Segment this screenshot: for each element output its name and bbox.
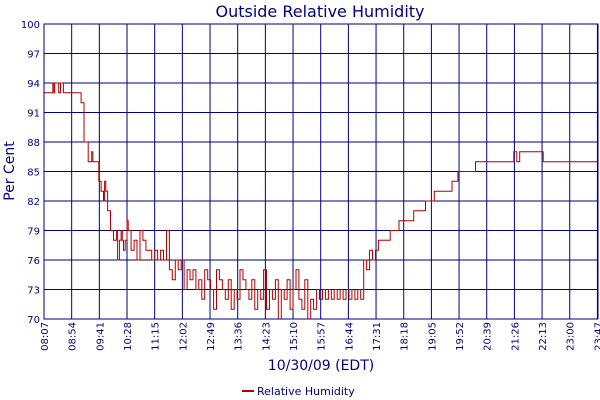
x-tick-label: 23:47 (593, 322, 600, 351)
x-tick-label: 17:31 (372, 322, 383, 351)
series-line-relative-humidity (44, 82, 598, 320)
x-tick-label: 14:23 (261, 322, 272, 351)
y-tick-label: 73 (27, 286, 40, 297)
x-axis-title: 10/30/09 (EDT) (268, 358, 374, 374)
x-tick-labels: 08:07 08:54 09:41 10:28 11:15 12:02 12:49 13:36… (40, 322, 600, 351)
legend: Relative Humidity (242, 385, 355, 398)
y-tick-label: 91 (27, 109, 40, 120)
y-axis-title: Per Cent (2, 141, 18, 201)
x-tick-label: 18:18 (400, 322, 411, 351)
x-tick-label: 19:52 (455, 322, 466, 351)
x-tick-label: 15:57 (317, 322, 328, 351)
legend-label: Relative Humidity (257, 385, 355, 398)
y-tick-label: 82 (27, 197, 40, 208)
series-layer (44, 82, 598, 320)
y-tick-label: 85 (27, 168, 40, 179)
x-tick-label: 11:15 (151, 322, 162, 351)
x-tick-label: 12:02 (178, 322, 189, 351)
x-tick-label: 19:05 (427, 322, 438, 351)
chart-title: Outside Relative Humidity (215, 2, 424, 21)
x-tick-label: 08:07 (40, 322, 51, 351)
plot-frame (43, 23, 599, 320)
y-tick-label: 79 (27, 227, 40, 238)
x-tick-label: 23:00 (566, 322, 577, 351)
x-tick-label: 15:10 (289, 322, 300, 351)
y-tick-label: 97 (27, 50, 40, 61)
y-tick-label: 88 (27, 138, 40, 149)
x-tick-label: 08:54 (68, 322, 79, 351)
y-tick-label: 94 (27, 79, 40, 90)
x-tick-label: 10:28 (123, 322, 134, 351)
y-tick-label: 70 (27, 315, 40, 326)
x-tick-label: 12:49 (206, 322, 217, 351)
y-tick-labels: 70 73 76 79 82 85 88 91 94 97 100 (21, 20, 40, 326)
x-tick-label: 21:26 (510, 322, 521, 351)
x-tick-label: 20:39 (483, 322, 494, 351)
x-tick-label: 16:44 (344, 322, 355, 351)
x-tick-label: 13:36 (234, 322, 245, 351)
x-tick-label: 22:13 (538, 322, 549, 351)
y-tick-label: 76 (27, 256, 40, 267)
x-tick-label: 09:41 (95, 322, 106, 351)
y-tick-label: 100 (21, 20, 40, 31)
